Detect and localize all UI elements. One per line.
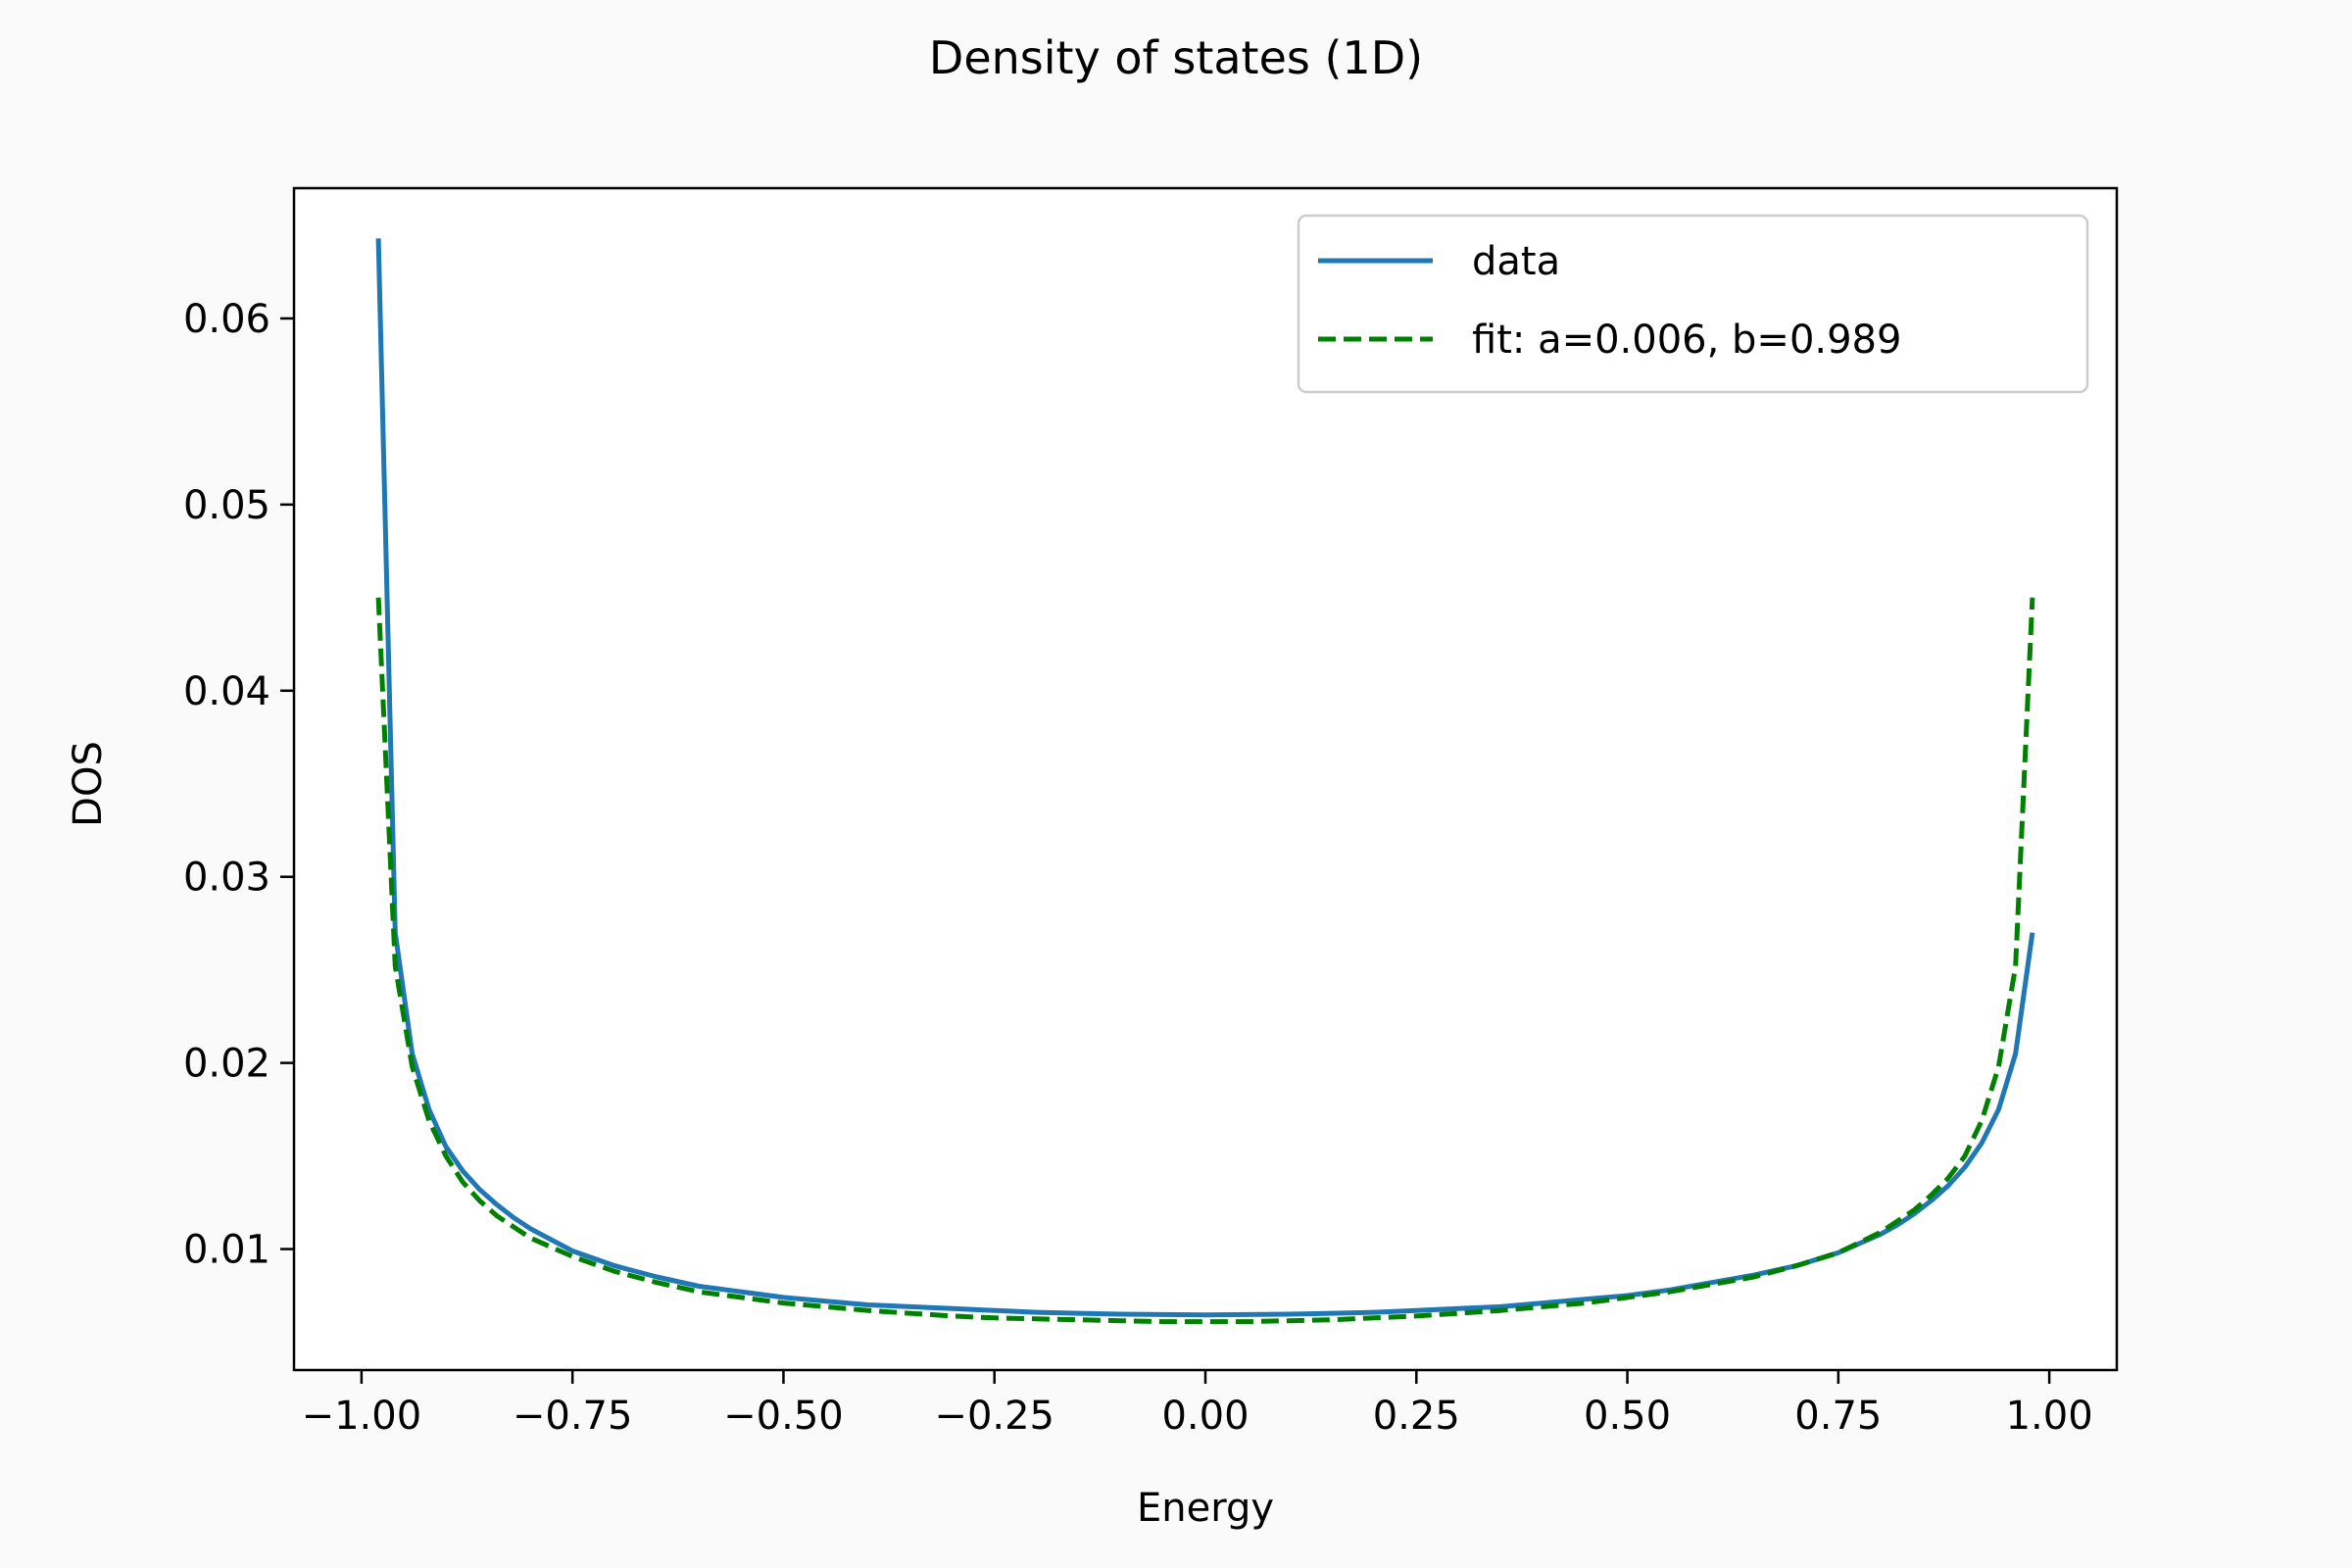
legend-label-data: data <box>1472 239 1560 284</box>
x-axis-label: Energy <box>1137 1486 1274 1531</box>
x-tick-label: −0.75 <box>513 1394 633 1439</box>
y-tick-label: 0.01 <box>183 1228 270 1273</box>
x-tick-label: 0.75 <box>1794 1394 1882 1439</box>
y-tick-label: 0.05 <box>183 483 270 528</box>
chart-title: Density of states (1D) <box>929 31 1423 84</box>
legend: data fit: a=0.006, b=0.989 <box>1297 214 2089 394</box>
series-layer <box>375 238 2035 1325</box>
legend-box <box>1297 214 2089 394</box>
y-tick-label: 0.04 <box>183 669 270 714</box>
x-tick-label: −0.50 <box>723 1394 844 1439</box>
x-tick-label: −1.00 <box>302 1394 422 1439</box>
legend-label-fit: fit: a=0.006, b=0.989 <box>1472 318 1901 363</box>
x-tick-label: 0.50 <box>1584 1394 1671 1439</box>
series-line-data <box>375 238 2035 1318</box>
y-axis-label: DOS <box>66 741 111 827</box>
y-axis: 0.01 0.02 0.03 0.04 0.05 0.06 <box>183 297 294 1273</box>
y-tick-label: 0.06 <box>183 297 270 342</box>
y-tick-label: 0.02 <box>183 1042 270 1087</box>
x-axis: −1.00 −0.75 −0.50 −0.25 0.00 0.25 0.50 0.75 1.00 <box>302 1370 2093 1439</box>
x-tick-label: 0.00 <box>1161 1394 1249 1439</box>
series-line-fit <box>375 597 2035 1325</box>
y-tick-label: 0.03 <box>183 856 270 901</box>
x-tick-label: 0.25 <box>1373 1394 1460 1439</box>
x-tick-label: 1.00 <box>2006 1394 2093 1439</box>
x-tick-label: −0.25 <box>934 1394 1054 1439</box>
